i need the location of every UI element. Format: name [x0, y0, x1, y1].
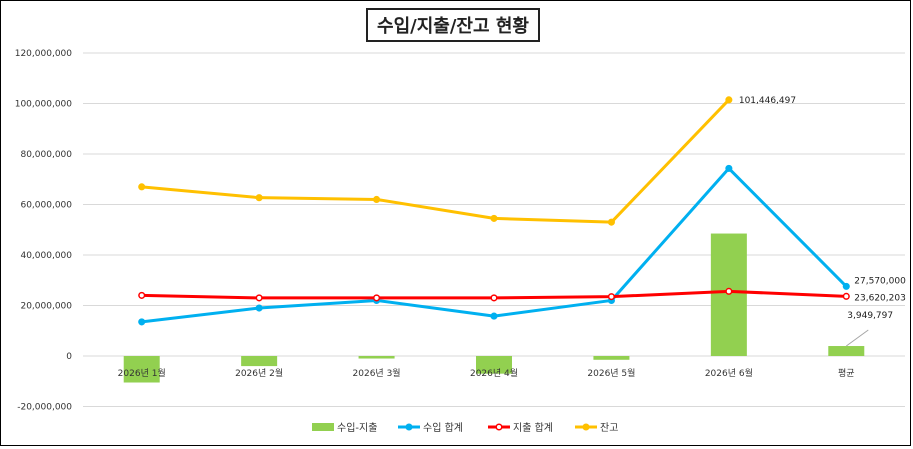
category-label: 2026년 2월	[235, 367, 283, 379]
data-point	[725, 96, 733, 104]
legend-marker	[495, 423, 503, 431]
y-tick-label: 0	[66, 352, 72, 362]
data-point	[255, 304, 263, 312]
legend-marker	[582, 423, 590, 431]
data-point	[607, 218, 615, 226]
y-tick-label: 80,000,000	[20, 150, 72, 160]
data-point	[138, 318, 146, 326]
legend-label: 수입 합계	[423, 421, 463, 434]
bar	[593, 356, 630, 360]
data-point	[725, 287, 733, 295]
legend-label: 수입-지출	[337, 421, 377, 434]
y-tick-label: 60,000,000	[20, 201, 72, 211]
data-point	[490, 214, 498, 222]
bar	[241, 356, 278, 367]
bar	[828, 346, 865, 356]
bar	[123, 356, 160, 383]
data-point	[842, 292, 850, 300]
bar-series	[123, 233, 865, 383]
legend-label: 잔고	[600, 422, 618, 434]
data-labels: 101,446,497 27,570,000 23,620,203 3,949,797	[739, 96, 906, 347]
gridlines	[83, 52, 905, 407]
legend-swatch	[312, 423, 334, 431]
y-tick-label: 100,000,000	[15, 100, 73, 110]
category-label: 2026년 5월	[587, 367, 635, 379]
chart-title: 수입/지출/잔고 현황	[366, 8, 540, 42]
data-point	[373, 195, 381, 203]
data-point	[373, 294, 381, 302]
data-point	[725, 164, 733, 172]
y-tick-label: 20,000,000	[20, 302, 72, 312]
data-point	[607, 293, 615, 301]
data-point	[255, 194, 263, 202]
bar	[476, 356, 512, 374]
legend: 수입-지출 수입 합계 지출 합계 잔고	[312, 421, 618, 434]
y-tick-label: 120,000,000	[15, 49, 73, 59]
category-label: 2026년 4월	[470, 367, 518, 379]
y-tick-label: 40,000,000	[20, 251, 72, 261]
legend-label: 지출 합계	[513, 422, 553, 434]
category-label: 2026년 6월	[705, 367, 753, 379]
category-label: 2026년 1월	[118, 367, 166, 379]
data-label: 101,446,497	[739, 96, 796, 106]
data-label: 27,570,000	[854, 276, 906, 286]
category-label: 평균	[838, 368, 855, 379]
data-point	[255, 294, 263, 302]
data-point	[490, 312, 498, 320]
data-point	[138, 291, 146, 299]
data-point	[138, 183, 146, 191]
series-line	[141, 98, 730, 224]
data-point	[842, 282, 850, 290]
data-point	[490, 294, 498, 302]
data-label: 23,620,203	[854, 293, 906, 303]
y-tick-label: -20,000,000	[17, 403, 72, 413]
data-label: 3,949,797	[847, 311, 893, 321]
y-axis-labels: -20,000,000 0 20,000,000 40,000,000 60,000,0…	[15, 49, 73, 413]
line-series	[138, 96, 850, 326]
leader-line	[845, 329, 869, 347]
bar	[358, 356, 395, 359]
category-labels: 2026년 1월 2026년 2월 2026년 3월 2026년 4월 2026년 5월…	[118, 367, 855, 379]
category-label: 2026년 3월	[353, 367, 401, 379]
legend-marker	[405, 423, 413, 431]
